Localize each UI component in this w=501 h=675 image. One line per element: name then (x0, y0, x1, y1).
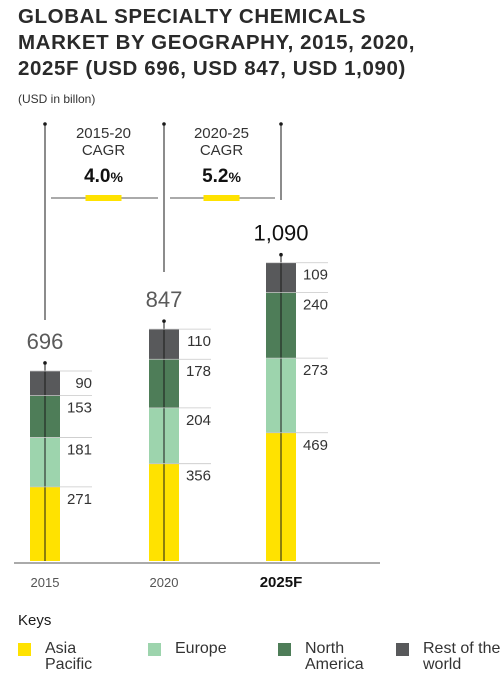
stacked-bar-chart: 271 181 153 90 696 2015 356 204 178 110 847 2020 469… (14, 122, 380, 591)
legend-title: Keys (18, 612, 52, 629)
legend-item-asia-pacific: Asia Pacific (18, 641, 125, 673)
data-label-2020-0: 356 (186, 468, 211, 485)
legend-label: North America (305, 640, 364, 673)
total-label-2025F: 1,090 (253, 221, 308, 246)
cagr-marker-1 (203, 195, 240, 201)
cagr-period-1: 2020-25 (194, 125, 249, 142)
cagr-marker-0 (85, 195, 122, 201)
cagr-label-0: CAGR (82, 142, 126, 159)
legend-swatch (278, 643, 291, 656)
cagr-guide-dot-2015 (43, 122, 47, 126)
data-label-2020-1: 204 (186, 412, 211, 429)
data-label-2015-2: 153 (67, 400, 92, 417)
cagr-label-1: CAGR (200, 142, 244, 159)
legend-label: Asia Pacific (45, 640, 93, 673)
category-label-2025F: 2025F (260, 574, 303, 591)
legend-swatch (18, 643, 31, 656)
unit-note: (USD in billon) (18, 92, 96, 106)
chart-title: GLOBAL SPECIALTY CHEMICALS MARKET BY GEO… (18, 4, 498, 82)
total-label-2020: 847 (146, 287, 183, 312)
cagr-value-0: 4.0% (84, 166, 123, 187)
data-label-2015-3: 90 (75, 375, 92, 392)
legend-label: Rest of the world (423, 640, 501, 673)
total-label-2015: 696 (27, 329, 64, 354)
data-label-2020-3: 110 (187, 333, 211, 350)
legend-item-rest-of-the-world: Rest of the world (396, 641, 501, 673)
data-label-2015-1: 181 (67, 441, 92, 458)
title-line-2: MARKET BY GEOGRAPHY, 2015, 2020, (18, 31, 416, 54)
bar-center-dot-2015 (43, 361, 47, 365)
legend-label: Europe (175, 640, 227, 657)
data-label-2025F-1: 273 (303, 362, 328, 379)
category-label-2020: 2020 (150, 575, 179, 590)
cagr-value-1: 5.2% (202, 166, 241, 187)
cagr-guide-dot-2020 (162, 122, 166, 126)
category-label-2015: 2015 (31, 575, 60, 590)
bar-center-dot-2020 (162, 319, 166, 323)
legend-item-europe: Europe (148, 641, 255, 657)
data-label-2020-2: 178 (186, 363, 211, 380)
bar-center-dot-2025F (279, 252, 283, 257)
cagr-guide-dot-2025 (279, 122, 283, 126)
data-label-2025F-0: 469 (303, 437, 328, 454)
data-label-2025F-3: 109 (303, 267, 328, 284)
data-label-2025F-2: 240 (303, 297, 328, 314)
title-line-3: 2025F (USD 696, USD 847, USD 1,090) (18, 57, 406, 80)
legend-swatch (148, 643, 161, 656)
cagr-period-0: 2015-20 (76, 125, 131, 142)
legend-swatch (396, 643, 409, 656)
data-label-2015-0: 271 (67, 491, 92, 508)
legend-item-north-america: North America (278, 641, 385, 673)
title-line-1: GLOBAL SPECIALTY CHEMICALS (18, 5, 367, 28)
